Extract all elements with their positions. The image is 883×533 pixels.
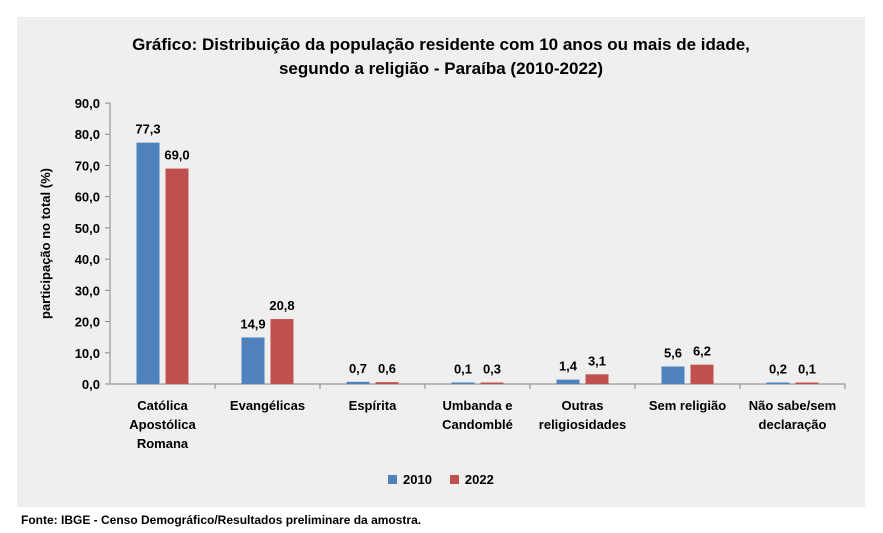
bar-2010-6 — [661, 366, 685, 384]
data-label-2022-4: 0,3 — [483, 362, 501, 377]
source-note: Fonte: IBGE - Censo Demográfico/Resultad… — [21, 513, 422, 527]
data-label-2022-6: 6,2 — [693, 344, 711, 359]
data-label-2022-3: 0,6 — [378, 361, 396, 376]
bar-2022-2 — [270, 319, 294, 384]
y-tick-label: 40,0 — [75, 252, 100, 267]
y-axis-title: participação no total (%) — [38, 168, 53, 319]
data-label-2010-4: 0,1 — [454, 362, 472, 377]
x-category-label: Evangélicas — [230, 398, 305, 413]
bar-2010-4 — [451, 382, 475, 384]
x-category-label: Candomblé — [442, 417, 513, 432]
x-category-label: Romana — [137, 436, 189, 451]
x-category-label: Apostólica — [129, 417, 196, 432]
bar-2022-1 — [165, 168, 189, 384]
data-label-2010-3: 0,7 — [349, 361, 367, 376]
legend-label-2010: 2010 — [403, 472, 432, 487]
bar-2010-3 — [346, 381, 370, 384]
data-label-2022-1: 69,0 — [164, 148, 189, 163]
y-tick-label: 10,0 — [75, 346, 100, 361]
bar-2010-7 — [766, 382, 790, 384]
bar-2022-3 — [375, 382, 399, 384]
x-category-label: declaração — [759, 417, 827, 432]
bar-2010-2 — [241, 337, 265, 384]
legend: 2010 2022 — [388, 472, 512, 487]
y-tick-label: 70,0 — [75, 158, 100, 173]
x-category-label: Não sabe/sem — [749, 398, 836, 413]
data-label-2022-5: 3,1 — [588, 353, 606, 368]
y-tick-label: 50,0 — [75, 221, 100, 236]
data-label-2010-6: 5,6 — [664, 346, 682, 361]
legend-label-2022: 2022 — [464, 472, 494, 487]
legend-swatch-2022 — [449, 475, 459, 484]
x-category-label: Espírita — [349, 398, 397, 413]
chart-title-line-2: segundo a religião - Paraíba (2010-2022) — [278, 59, 604, 78]
bar-2022-7 — [795, 382, 819, 384]
bar-2010-1 — [136, 142, 160, 384]
data-label-2010-1: 77,3 — [135, 122, 160, 137]
y-tick-label: 30,0 — [75, 283, 100, 298]
y-tick-label: 60,0 — [75, 190, 100, 205]
bar-2022-6 — [690, 364, 714, 384]
data-label-2010-7: 0,2 — [769, 362, 787, 377]
y-tick-label: 0,0 — [82, 377, 100, 392]
data-label-2022-2: 20,8 — [269, 298, 294, 313]
x-category-label: Outras — [562, 398, 604, 413]
y-tick-label: 90,0 — [75, 96, 100, 111]
data-label-2010-5: 1,4 — [559, 359, 578, 374]
x-category-label: Umbanda e — [442, 398, 512, 413]
y-tick-label: 80,0 — [75, 127, 100, 142]
x-category-label: Sem religião — [649, 398, 726, 413]
bar-2022-5 — [585, 374, 609, 384]
legend-item-2010: 2010 — [388, 472, 432, 487]
data-label-2022-7: 0,1 — [798, 362, 816, 377]
legend-item-2022: 2022 — [449, 472, 494, 487]
chart-title-line-1: Gráfico: Distribuição da população resid… — [132, 35, 750, 54]
y-tick-label: 20,0 — [75, 315, 100, 330]
x-category-label: Católica — [137, 398, 188, 413]
x-category-label: religiosidades — [539, 417, 626, 432]
bar-2022-4 — [480, 382, 504, 384]
data-label-2010-2: 14,9 — [240, 316, 265, 331]
chart-title: Gráfico: Distribuição da população resid… — [17, 33, 865, 81]
bar-2010-5 — [556, 379, 580, 384]
legend-swatch-2010 — [388, 475, 397, 484]
